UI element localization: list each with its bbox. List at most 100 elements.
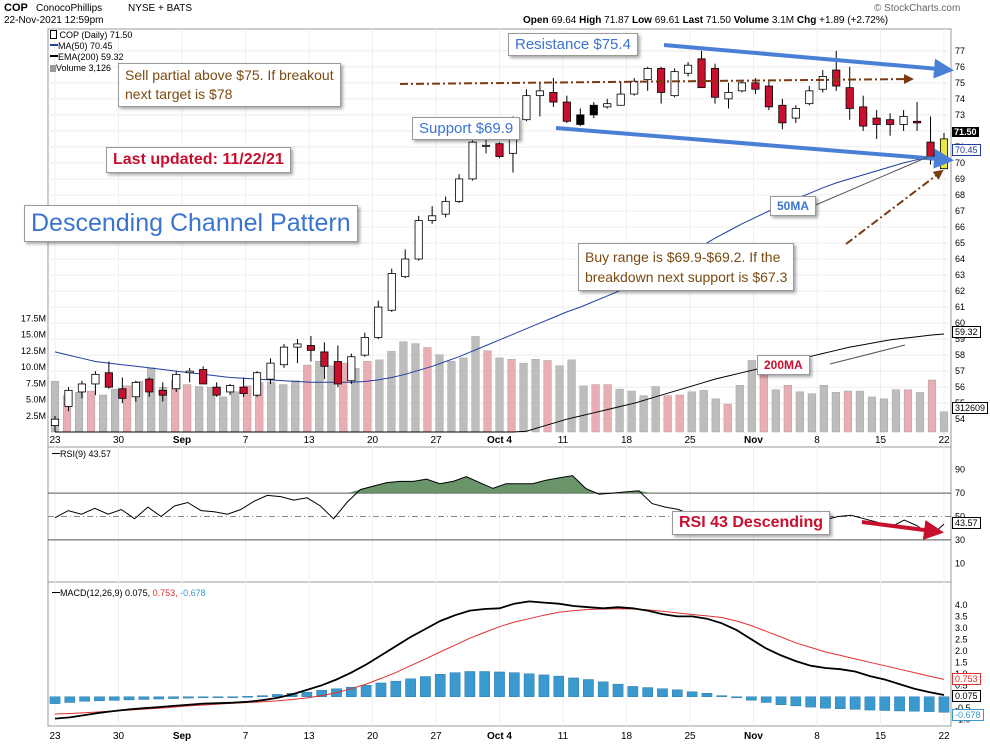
sell-line-1: Sell partial above $75. If breakout: [125, 67, 334, 83]
macd-signal-value: 0.753,: [152, 588, 178, 598]
candle-body: [414, 220, 423, 260]
last-updated-annotation: Last updated: 11/22/21: [106, 147, 291, 173]
ma50-leader-line: [803, 155, 931, 211]
price-candles: [50, 50, 949, 432]
time-tick-label: Nov: [744, 731, 763, 742]
macd-histogram-bar: [375, 682, 387, 697]
candle-body: [805, 90, 814, 105]
volume-bar: [387, 351, 396, 433]
macd-histogram-bar: [716, 695, 728, 697]
buy-annotation: Buy range is $69.9-$69.2. If the breakdo…: [578, 243, 795, 291]
candle-body: [185, 370, 194, 374]
volume-bar: [435, 354, 444, 433]
macd-histogram-bar: [79, 696, 90, 702]
time-tick-label: Sep: [173, 435, 191, 446]
time-tick-label: 18: [621, 435, 633, 446]
candle-body: [859, 106, 868, 127]
volume-label: Volume: [733, 15, 770, 26]
macd-legend-swatch: [52, 592, 60, 593]
volume-bar: [315, 360, 324, 433]
time-tick-label: 30: [113, 435, 125, 446]
price-tick-label: 74: [955, 94, 965, 104]
candle-body: [562, 101, 571, 122]
macd-tick-label: 2.5: [955, 634, 968, 644]
candle-body: [468, 141, 477, 180]
price-tick-label: 75: [955, 78, 965, 88]
volume-bar: [663, 395, 672, 433]
time-tick-label: 15: [875, 435, 887, 446]
volume-bar: [111, 388, 120, 433]
time-tick-label: 13: [303, 731, 315, 742]
volume-bar: [411, 343, 420, 433]
macd-histogram-bar: [64, 696, 76, 703]
candle-body: [374, 306, 383, 338]
macd-signal-polyline: [54, 608, 945, 715]
legend-ma50-text: MA(50) 70.45: [58, 41, 113, 51]
time-tick-label: 23: [49, 435, 61, 446]
rsi-tick-label: 10: [955, 558, 965, 568]
macd-histogram-bar: [123, 696, 135, 701]
volume-bar: [903, 389, 913, 433]
volume-bar: [915, 392, 925, 433]
volume-bar: [267, 381, 276, 433]
time-tick-label: 22: [938, 435, 950, 446]
time-tick-label: 25: [684, 731, 696, 742]
time-tick-label: 8: [814, 435, 820, 446]
macd-series: [49, 600, 950, 720]
rsi-descending-arrow: [861, 520, 944, 540]
volume-bar: [86, 390, 96, 433]
candle-body: [77, 383, 86, 393]
macd-histogram-bar: [523, 673, 535, 697]
price-tick-label: 63: [955, 270, 965, 280]
time-tick-label: 25: [684, 435, 696, 446]
time-tick-label: 7: [243, 435, 249, 446]
candle-body: [630, 80, 639, 95]
macd-histogram-bar: [568, 677, 579, 697]
macd-histogram-bar: [805, 696, 816, 708]
price-tick-label: 62: [955, 286, 965, 296]
candle-body: [643, 68, 652, 81]
volume-bar: [483, 350, 492, 433]
macd-histogram-bar: [849, 696, 861, 710]
time-tick-label: 7: [243, 731, 249, 742]
macd-histogram-bar: [94, 696, 105, 702]
volume-bar: [831, 392, 840, 433]
volume-bar: [879, 398, 888, 433]
macd-tick-label: 3.0: [955, 623, 968, 633]
open-label: Open: [523, 15, 549, 26]
volume-bar: [735, 385, 744, 433]
candle-body: [845, 87, 854, 109]
low-value: 69.61: [654, 15, 680, 26]
ma200-leader-line: [829, 344, 906, 365]
macd-histogram-bar: [138, 696, 150, 700]
price-tick-label: 76: [955, 62, 965, 72]
candle-body: [333, 361, 342, 385]
volume-bar: [939, 411, 949, 433]
candle-body: [872, 117, 881, 125]
support-annotation: Support $69.9: [412, 117, 521, 140]
volume-tick-label: 2.5M: [26, 411, 46, 421]
price-tick-label: 58: [955, 350, 965, 360]
macd-histogram-bar: [671, 689, 683, 697]
macd-histogram-bar: [153, 696, 165, 700]
volume-bar: [711, 398, 720, 433]
volume-badge: 312609: [952, 402, 989, 414]
volume-tick-label: 17.5M: [21, 313, 46, 323]
macd-histogram-bar: [449, 672, 461, 697]
volume-bar: [591, 384, 600, 433]
candle-body: [535, 90, 544, 97]
exchange-name: NYSE + BATS: [128, 3, 193, 14]
volume-bar: [507, 359, 516, 433]
change-label: Chg: [796, 15, 817, 26]
buy-line-1: Buy range is $69.9-$69.2. If the: [585, 249, 781, 265]
candle-body: [455, 178, 464, 202]
volume-bar: [231, 391, 240, 433]
rsi-tick-label: 70: [955, 488, 965, 498]
open-value: 69.64: [551, 15, 577, 26]
time-tick-label: 27: [430, 435, 442, 446]
macd-histogram-bar: [701, 693, 713, 697]
volume-bar: [183, 384, 192, 433]
rsi-tick-label: 50: [955, 512, 965, 522]
candle-body: [657, 68, 666, 93]
price-tick-label: 56: [955, 382, 965, 392]
